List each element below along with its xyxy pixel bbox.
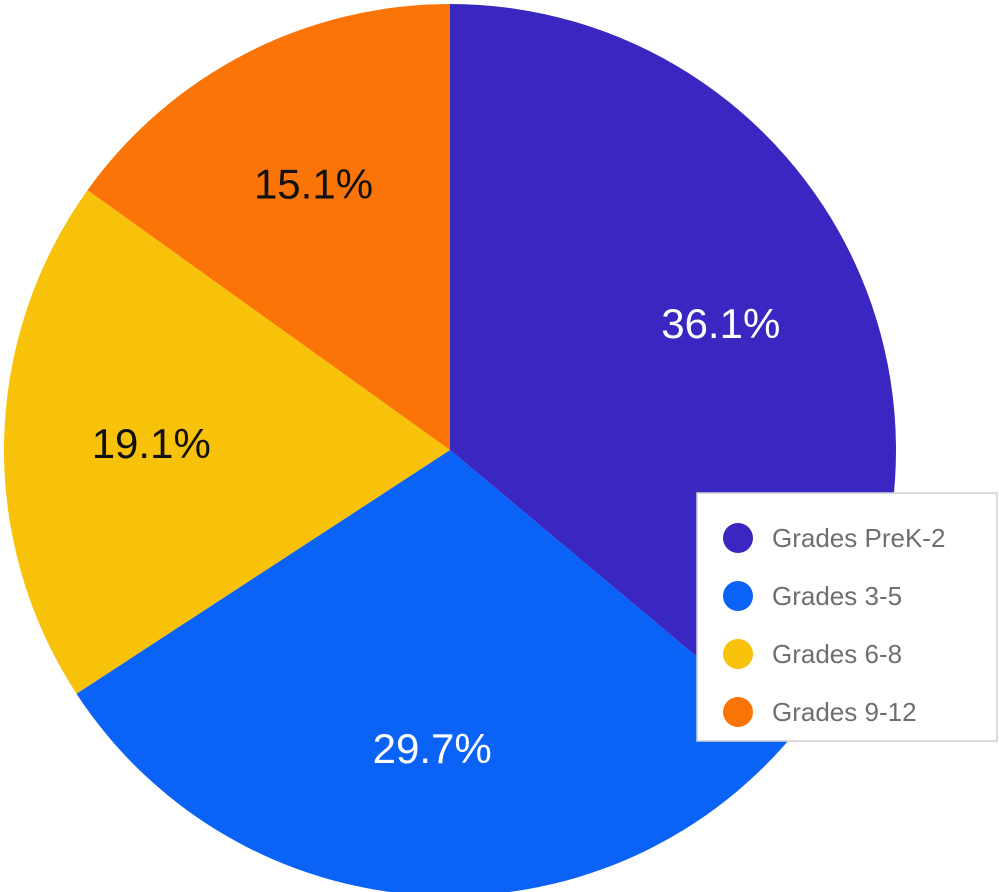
legend-marker <box>723 581 753 611</box>
legend: Grades PreK-2 Grades 3-5 Grades 6-8 Grades … <box>696 492 998 742</box>
legend-label: Grades 3-5 <box>772 581 902 611</box>
legend-label: Grades PreK-2 <box>772 523 945 553</box>
pie-slice-labels: 36.1% 29.7% 19.1% 15.1% <box>92 161 781 772</box>
slice-value-label: 19.1% <box>92 420 211 467</box>
pie-slice-2 <box>76 450 792 892</box>
legend-label: Grades 9-12 <box>772 697 917 727</box>
legend-label: Grades 6-8 <box>772 639 902 669</box>
legend-marker <box>723 697 753 727</box>
legend-marker <box>723 639 753 669</box>
pie-slice-4 <box>87 4 451 450</box>
slice-value-label: 15.1% <box>254 161 373 208</box>
legend-marker <box>723 523 753 553</box>
slice-value-label: 36.1% <box>661 300 780 347</box>
slice-value-label: 29.7% <box>373 725 492 772</box>
pie-slice-3 <box>3 190 451 694</box>
